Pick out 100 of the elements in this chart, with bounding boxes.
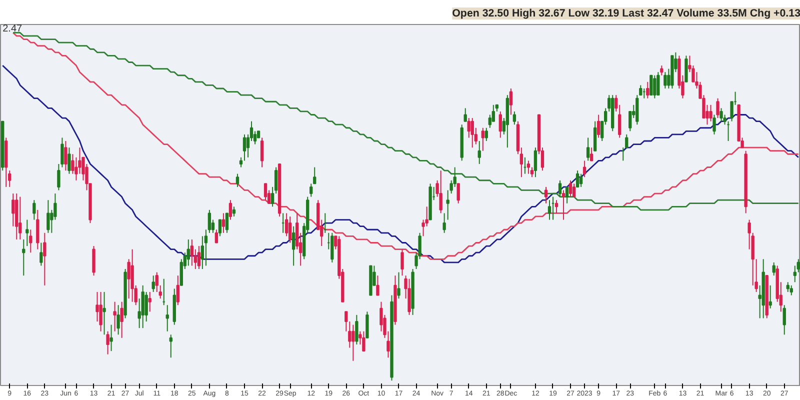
candlestick: [228, 200, 232, 220]
candlestick: [442, 212, 446, 234]
candlestick: [288, 216, 292, 244]
candlestick: [526, 160, 530, 174]
candlestick: [456, 183, 460, 204]
candlestick: [292, 226, 296, 266]
candlestick: [60, 137, 64, 168]
candlestick: [790, 284, 793, 296]
candlestick: [362, 330, 366, 352]
candlestick: [712, 114, 716, 135]
candlestick: [544, 186, 548, 204]
candlestick: [92, 246, 96, 276]
candlestick: [596, 114, 600, 138]
candlestick: [32, 200, 36, 220]
candlestick: [232, 206, 236, 217]
candlestick: [26, 219, 29, 247]
candlestick: [239, 156, 243, 168]
candlestick: [102, 291, 106, 336]
candlestick: [222, 212, 226, 234]
candlestick: [439, 170, 442, 214]
candlestick: [190, 238, 194, 266]
candlestick: [176, 275, 180, 306]
candlestick: [40, 242, 43, 266]
candlestick: [470, 118, 474, 148]
candlestick: [656, 72, 660, 96]
candlestick: [554, 200, 558, 214]
candlestick: [376, 275, 380, 296]
candlestick: [593, 120, 597, 152]
candlestick: [352, 324, 355, 362]
candlestick: [197, 246, 201, 270]
candlestick: [768, 284, 772, 309]
candlestick: [467, 118, 470, 138]
candlestick: [214, 229, 218, 244]
candlestick: [148, 291, 152, 312]
candlestick: [512, 110, 516, 126]
candlestick: [488, 114, 492, 128]
candlestick: [720, 108, 723, 122]
candlestick: [408, 278, 411, 316]
candlestick: [225, 212, 229, 234]
candlestick: [509, 88, 513, 116]
candlestick: [36, 209, 40, 250]
candlestick: [590, 147, 594, 162]
candlestick: [96, 291, 99, 322]
candlestick: [64, 140, 68, 172]
candlestick: [660, 65, 664, 76]
candlestick: [113, 301, 116, 332]
candlestick: [684, 55, 688, 82]
candlestick: [218, 219, 222, 237]
candlestick: [236, 173, 240, 188]
candlestick: [568, 180, 572, 198]
candlestick: [46, 200, 50, 234]
candlestick: [664, 72, 667, 89]
candlestick: [355, 314, 358, 345]
candlestick: [29, 229, 32, 254]
candlestick: [400, 248, 404, 276]
candlestick: [478, 140, 481, 164]
candlestick: [260, 137, 264, 168]
candlestick: [366, 311, 369, 338]
candlestick: [464, 108, 467, 122]
candlestick: [169, 334, 172, 358]
candlestick: [579, 173, 583, 188]
candlestick: [646, 81, 650, 99]
candlestick: [166, 304, 169, 332]
candlestick: [18, 196, 22, 240]
candlestick: [565, 186, 569, 204]
chart-subtitle: Open 32.50 High 32.67 Low 32.19 Last 32.47 Volume 33.5M Chg +0.13: [452, 8, 800, 20]
candlestick: [782, 304, 786, 336]
candlestick: [481, 127, 484, 152]
candlestick: [397, 272, 400, 300]
candlestick: [43, 232, 46, 286]
candlestick: [99, 291, 102, 332]
candlestick: [106, 330, 110, 355]
candlestick: [57, 163, 60, 191]
candlestick: [155, 272, 158, 292]
candlestick: [709, 104, 712, 122]
candlestick: [330, 232, 334, 263]
candlestick: [186, 238, 190, 266]
candlestick: [653, 74, 656, 99]
candlestick: [141, 284, 144, 329]
candlestick: [498, 110, 502, 138]
candlestick: [534, 147, 538, 178]
candlestick: [22, 238, 26, 276]
candlestick: [144, 291, 148, 322]
candlestick: [484, 127, 488, 142]
candlestick: [562, 190, 566, 220]
candlestick: [130, 248, 134, 302]
candlestick: [650, 74, 653, 96]
candlestick: [242, 134, 246, 162]
candlestick: [152, 275, 155, 292]
candlestick: [548, 200, 552, 220]
candlestick: [120, 301, 124, 338]
candlestick: [576, 170, 580, 188]
candlestick: [572, 183, 576, 198]
text: 2.47: [2, 24, 23, 34]
candlestick: [786, 282, 790, 292]
candlestick: [116, 304, 120, 336]
candlestick: [558, 180, 562, 198]
candlestick: [68, 147, 71, 174]
candlestick: [264, 183, 268, 201]
candlestick: [12, 193, 15, 227]
